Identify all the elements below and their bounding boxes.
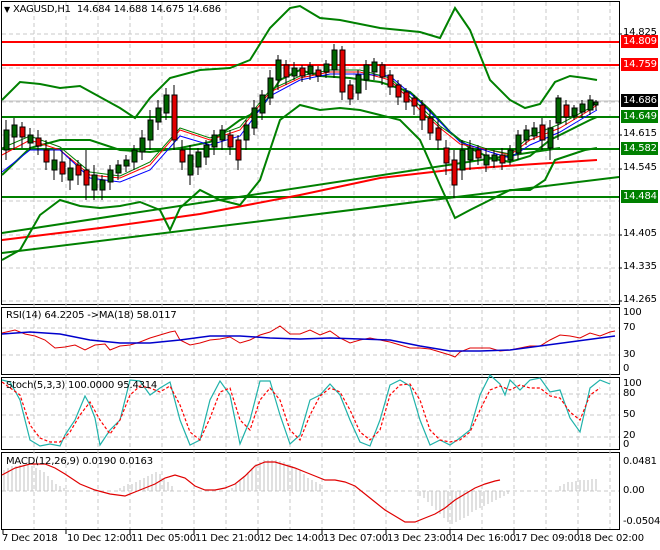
stoch-label: Stoch(5,3,3) 100.0000 95.4314 [6, 380, 158, 391]
price-tick: 14.825 [623, 27, 657, 38]
level-tag-support-3: 14.484 [621, 190, 658, 203]
time-label: 17 Dec 09:00 [515, 533, 580, 544]
candlesticks [3, 44, 599, 200]
macd-label: MACD(12,26,9) 0.0190 0.0163 [6, 456, 153, 467]
time-ticks [2, 530, 579, 534]
axis-ticks [619, 33, 622, 302]
time-label: 10 Dec 12:00 [67, 533, 132, 544]
long-ma-line [1, 159, 598, 241]
stoch-d-line [1, 381, 601, 443]
price-tick: 14.265 [623, 294, 657, 305]
macd-tick: 0.0481 [623, 456, 657, 467]
stoch-tick: 80 [623, 388, 636, 399]
stoch-k-line [1, 374, 611, 447]
rsi-ma-line [1, 331, 616, 352]
price-tick: 14.615 [623, 128, 657, 139]
macd-tick: -0.0504 [623, 516, 660, 527]
level-tag-support-1: 14.649 [621, 110, 658, 123]
time-label: 18 Dec 02:00 [579, 533, 644, 544]
stoch-tick: 0 [623, 439, 630, 450]
rsi-tick: 30 [623, 349, 636, 360]
time-label: 11 Dec 05:00 [131, 533, 196, 544]
stoch-tick: 20 [623, 430, 636, 441]
time-label: 13 Dec 23:00 [387, 533, 452, 544]
level-tag-resistance-2: 14.759 [621, 58, 658, 71]
time-label: 7 Dec 2018 [2, 533, 58, 544]
macd-tick: 0.00 [623, 485, 645, 496]
current-price-tag: 14.686 [621, 94, 658, 107]
ohlc-values: 14.684 14.688 14.675 14.686 [76, 4, 221, 15]
stoch-tick: 100 [623, 378, 642, 389]
price-tick: 14.405 [623, 228, 657, 239]
rsi-tick: 100 [623, 307, 642, 318]
bollinger-bands [1, 4, 598, 261]
resistance-lines [2, 41, 619, 66]
symbol-label: XAGUSD,H1 [12, 4, 71, 15]
rsi-tick: 70 [623, 322, 636, 333]
grid-lines [2, 2, 619, 529]
rsi-line [1, 325, 616, 358]
level-tag-resistance-1: 14.809 [621, 35, 658, 48]
triangle-down-icon[interactable]: ▼ [4, 5, 10, 14]
time-label: 11 Dec 21:00 [195, 533, 260, 544]
price-tick: 14.335 [623, 261, 657, 272]
time-label: 13 Dec 07:00 [323, 533, 388, 544]
rsi-label: RSI(14) 64.2205 ->MA(18) 58.0117 [6, 310, 177, 321]
symbol-header: ▼ XAGUSD,H1 14.684 14.688 14.675 14.686 [4, 4, 221, 15]
macd-signal-line [1, 461, 501, 523]
time-label: 12 Dec 14:00 [259, 533, 324, 544]
time-label: 14 Dec 16:00 [451, 533, 516, 544]
level-tag-support-2: 14.582 [621, 142, 658, 155]
price-tick: 14.545 [623, 162, 657, 173]
stoch-tick: 50 [623, 409, 636, 420]
rsi-tick: 0 [623, 363, 630, 374]
